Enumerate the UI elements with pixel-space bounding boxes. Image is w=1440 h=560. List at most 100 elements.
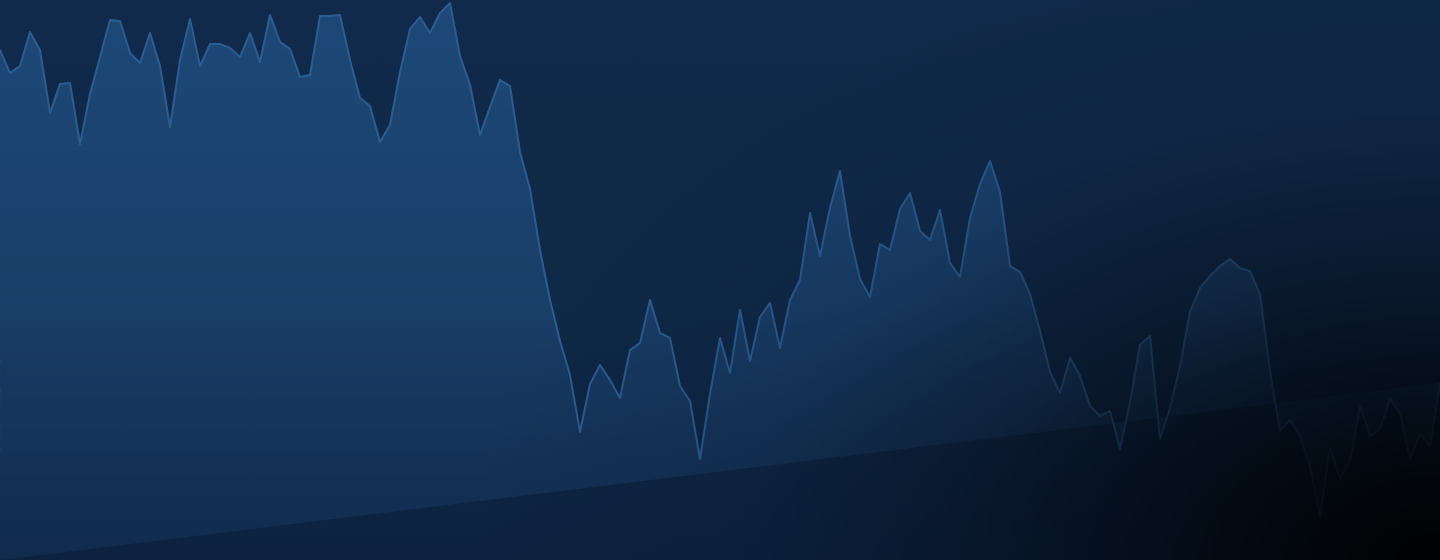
data-point — [929, 239, 931, 241]
data-point — [629, 349, 631, 351]
data-point — [339, 14, 341, 16]
data-point — [469, 84, 471, 86]
data-point — [159, 65, 161, 67]
data-point — [19, 65, 21, 67]
data-point — [289, 48, 291, 50]
data-point — [279, 41, 281, 43]
data-point — [1149, 335, 1151, 337]
data-point — [769, 302, 771, 304]
data-point — [1179, 365, 1181, 367]
data-point — [989, 160, 991, 162]
data-point — [1239, 267, 1241, 269]
data-point — [499, 79, 501, 81]
data-point — [109, 19, 111, 21]
data-point — [1039, 330, 1041, 332]
data-point — [1339, 478, 1341, 480]
data-point — [869, 296, 871, 298]
data-point — [789, 299, 791, 301]
data-point — [959, 276, 961, 278]
data-point — [949, 262, 951, 264]
data-point — [1319, 515, 1321, 517]
data-point — [389, 124, 391, 126]
data-point — [69, 82, 71, 84]
data-point — [739, 309, 741, 311]
data-point — [1129, 401, 1131, 403]
data-point — [539, 249, 541, 251]
data-point — [1029, 293, 1031, 295]
data-point — [1189, 311, 1191, 313]
data-point — [299, 76, 301, 78]
data-point — [459, 55, 461, 57]
data-point — [1419, 433, 1421, 435]
data-point — [269, 14, 271, 16]
data-point — [1139, 344, 1141, 346]
data-point — [1229, 258, 1231, 260]
data-point — [679, 385, 681, 387]
data-point — [169, 126, 171, 128]
data-point — [49, 112, 51, 114]
data-point — [659, 332, 661, 334]
data-point — [149, 32, 151, 34]
data-point — [969, 217, 971, 219]
data-point — [59, 83, 61, 85]
data-point — [1289, 419, 1291, 421]
data-point — [1409, 458, 1411, 460]
data-point — [729, 372, 731, 374]
data-point — [1069, 357, 1071, 359]
data-point — [569, 374, 571, 376]
data-point — [649, 299, 651, 301]
data-point — [1119, 448, 1121, 450]
data-point — [1309, 466, 1311, 468]
data-point — [689, 400, 691, 402]
data-point — [1369, 435, 1371, 437]
area-fill-0 — [0, 3, 1440, 560]
data-point — [89, 93, 91, 95]
data-point — [749, 360, 751, 362]
data-point — [1219, 265, 1221, 267]
data-point — [839, 170, 841, 172]
data-point — [249, 32, 251, 34]
data-point — [1009, 265, 1011, 267]
data-point — [709, 393, 711, 395]
data-point — [229, 47, 231, 49]
data-point — [899, 208, 901, 210]
data-point — [1379, 428, 1381, 430]
data-point — [239, 56, 241, 58]
data-point — [209, 43, 211, 45]
data-point — [579, 431, 581, 433]
data-point — [79, 143, 81, 145]
data-point — [1049, 371, 1051, 373]
data-point — [669, 337, 671, 339]
data-point — [1249, 270, 1251, 272]
data-point — [189, 18, 191, 20]
data-point — [939, 209, 941, 211]
data-point — [619, 397, 621, 399]
data-point — [309, 74, 311, 76]
data-point — [719, 337, 721, 339]
data-point — [1089, 405, 1091, 407]
data-point — [609, 379, 611, 381]
data-point — [1429, 445, 1431, 447]
data-point — [39, 49, 41, 51]
data-point — [559, 340, 561, 342]
data-point — [639, 342, 641, 344]
data-point — [1269, 370, 1271, 372]
data-point — [779, 347, 781, 349]
data-point — [1389, 398, 1391, 400]
data-point — [759, 316, 761, 318]
data-point — [409, 28, 411, 30]
data-point — [1099, 415, 1101, 417]
data-point — [399, 71, 401, 73]
data-point — [119, 20, 121, 22]
data-point — [1159, 438, 1161, 440]
data-point — [1059, 392, 1061, 394]
data-point — [849, 235, 851, 237]
data-point — [1169, 407, 1171, 409]
data-point — [429, 32, 431, 34]
data-point — [529, 188, 531, 190]
data-point — [329, 15, 331, 17]
data-point — [419, 16, 421, 18]
